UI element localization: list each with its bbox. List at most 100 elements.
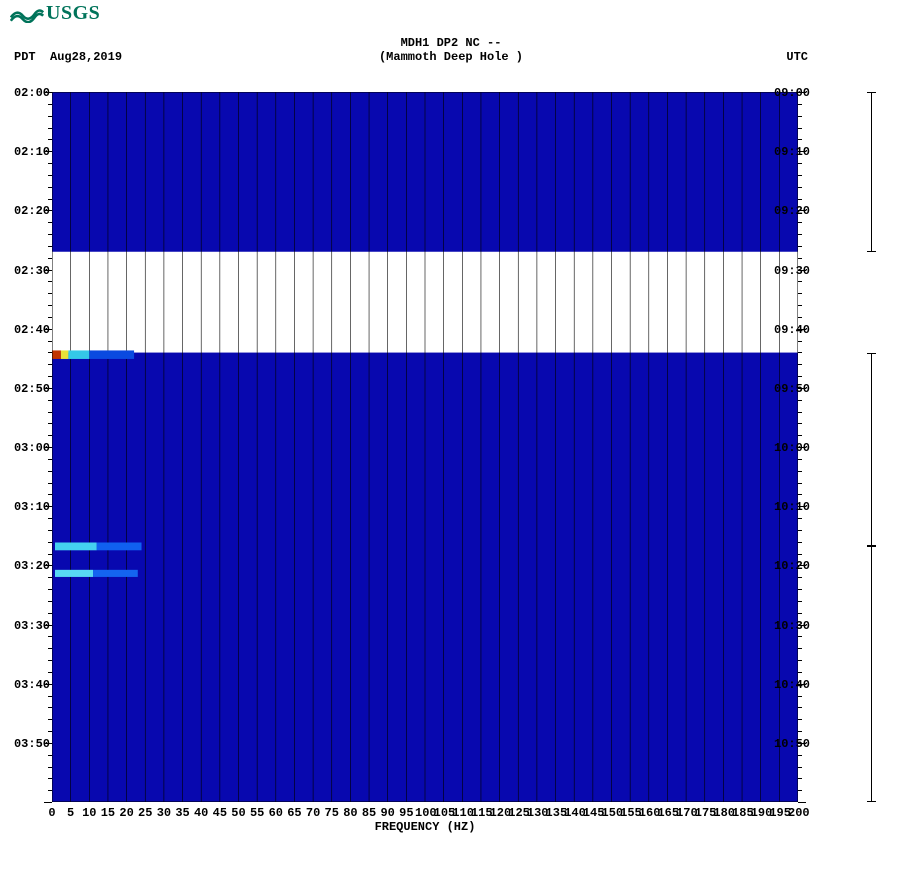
x-tick-label: 45 — [210, 806, 230, 820]
y-right-minor-tick — [798, 755, 802, 756]
y-right-tick-label: 09:50 — [774, 382, 814, 396]
x-tick-label: 0 — [42, 806, 62, 820]
header-right: UTC — [786, 50, 808, 64]
y-left-tick-label: 03:10 — [10, 500, 50, 514]
y-left-tick-label: 03:40 — [10, 678, 50, 692]
y-right-minor-tick — [798, 412, 802, 413]
y-right-minor-tick — [798, 435, 802, 436]
y-left-minor-tick — [48, 542, 52, 543]
y-right-minor-tick — [798, 199, 802, 200]
y-right-minor-tick — [798, 175, 802, 176]
y-right-minor-tick — [798, 767, 802, 768]
x-tick-label: 5 — [61, 806, 81, 820]
y-right-tick-label: 10:40 — [774, 678, 814, 692]
y-right-minor-tick — [798, 317, 802, 318]
x-tick-label: 15 — [98, 806, 118, 820]
x-tick-label: 135 — [546, 806, 566, 820]
y-left-minor-tick — [48, 589, 52, 590]
y-right-minor-tick — [798, 542, 802, 543]
y-left-minor-tick — [48, 494, 52, 495]
x-tick-label: 75 — [322, 806, 342, 820]
y-right-minor-tick — [798, 494, 802, 495]
y-right-tick-label: 09:00 — [774, 86, 814, 100]
x-tick-label: 35 — [173, 806, 193, 820]
y-right-minor-tick — [798, 459, 802, 460]
x-tick-label: 120 — [490, 806, 510, 820]
y-right-tick-label: 10:30 — [774, 619, 814, 633]
y-right-minor-tick — [798, 376, 802, 377]
x-tick-label: 180 — [713, 806, 733, 820]
x-tick-label: 165 — [657, 806, 677, 820]
y-left-minor-tick — [48, 246, 52, 247]
y-right-minor-tick — [798, 636, 802, 637]
y-left-minor-tick — [48, 163, 52, 164]
y-right-minor-tick — [798, 483, 802, 484]
x-tick-label: 100 — [415, 806, 435, 820]
y-left-tick-label: 03:50 — [10, 737, 50, 751]
y-left-tick-label: 02:00 — [10, 86, 50, 100]
y-left-minor-tick — [48, 234, 52, 235]
y-left-minor-tick — [48, 423, 52, 424]
y-left-minor-tick — [48, 601, 52, 602]
y-left-minor-tick — [48, 707, 52, 708]
y-left-minor-tick — [48, 577, 52, 578]
x-tick-label: 95 — [396, 806, 416, 820]
y-left-minor-tick — [48, 530, 52, 531]
y-left-tick-label: 03:00 — [10, 441, 50, 455]
y-left-minor-tick — [48, 459, 52, 460]
x-tick-label: 20 — [117, 806, 137, 820]
y-right-tick-label: 09:20 — [774, 204, 814, 218]
y-left-tick-label: 02:40 — [10, 323, 50, 337]
y-left-minor-tick — [48, 104, 52, 105]
x-tick-label: 110 — [452, 806, 472, 820]
y-right-minor-tick — [798, 731, 802, 732]
y-left-minor-tick — [48, 471, 52, 472]
y-right-minor-tick — [798, 790, 802, 791]
y-right-minor-tick — [798, 778, 802, 779]
y-right-tick-label: 10:20 — [774, 559, 814, 573]
y-left-minor-tick — [48, 672, 52, 673]
y-right-minor-tick — [798, 613, 802, 614]
y-right-tick-label: 10:50 — [774, 737, 814, 751]
y-left-minor-tick — [48, 412, 52, 413]
y-left-minor-tick — [48, 187, 52, 188]
y-left-minor-tick — [48, 778, 52, 779]
y-left-minor-tick — [48, 281, 52, 282]
y-left-minor-tick — [48, 116, 52, 117]
y-right-minor-tick — [798, 222, 802, 223]
y-left-minor-tick — [48, 305, 52, 306]
right-bracket — [871, 353, 872, 547]
title-line1: MDH1 DP2 NC -- — [0, 36, 902, 50]
y-right-minor-tick — [798, 518, 802, 519]
x-tick-label: 145 — [583, 806, 603, 820]
x-tick-label: 50 — [229, 806, 249, 820]
x-axis-label: FREQUENCY (HZ) — [52, 820, 798, 834]
x-tick-label: 195 — [769, 806, 789, 820]
x-tick-label: 130 — [527, 806, 547, 820]
y-right-minor-tick — [798, 128, 802, 129]
x-tick-label: 25 — [135, 806, 155, 820]
y-left-minor-tick — [48, 518, 52, 519]
x-tick-label: 115 — [471, 806, 491, 820]
y-left-minor-tick — [48, 696, 52, 697]
y-left-minor-tick — [48, 767, 52, 768]
x-tick-label: 65 — [284, 806, 304, 820]
y-right-minor-tick — [798, 660, 802, 661]
y-right-minor-tick — [798, 601, 802, 602]
y-right-tick-label: 09:40 — [774, 323, 814, 337]
y-right-minor-tick — [798, 139, 802, 140]
usgs-logo-text: USGS — [46, 2, 100, 25]
y-left-minor-tick — [48, 222, 52, 223]
y-right-minor-tick — [798, 696, 802, 697]
x-tick-label: 90 — [378, 806, 398, 820]
right-bracket — [871, 546, 872, 802]
y-left-minor-tick — [48, 755, 52, 756]
x-tick-label: 190 — [751, 806, 771, 820]
x-tick-label: 80 — [340, 806, 360, 820]
y-right-minor-tick — [798, 341, 802, 342]
chart-title: MDH1 DP2 NC -- (Mammoth Deep Hole ) — [0, 36, 902, 64]
usgs-wave-icon — [10, 5, 44, 23]
y-left-minor-tick — [48, 376, 52, 377]
y-right-minor-tick — [798, 589, 802, 590]
y-left-minor-tick — [48, 364, 52, 365]
